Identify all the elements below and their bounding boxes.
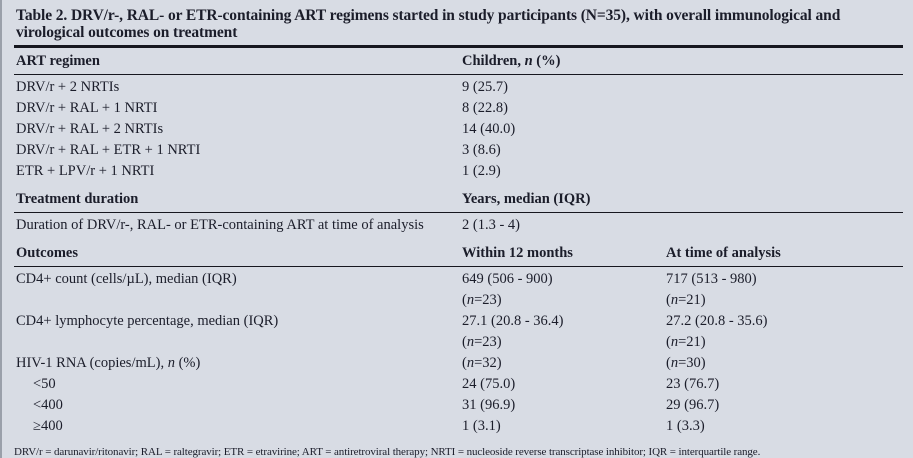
row-label: CD4+ count (cells/µL), median (IQR) bbox=[16, 271, 237, 287]
row-value-within: (n=23) bbox=[462, 334, 502, 350]
table-row: (n=23) (n=21) bbox=[14, 290, 903, 311]
table-footnote: DRV/r = darunavir/ritonavir; RAL = ralte… bbox=[14, 446, 761, 458]
row-label: <400 bbox=[33, 397, 63, 413]
section-header-duration: Treatment duration Years, median (IQR) bbox=[14, 182, 903, 213]
row-label bbox=[14, 290, 460, 311]
row-label: <50 bbox=[33, 376, 56, 392]
row-value-within: 27.1 (20.8 - 36.4) bbox=[462, 313, 564, 329]
row-label bbox=[14, 332, 460, 353]
row-label: DRV/r + 2 NRTIs bbox=[16, 79, 120, 95]
row-value-analysis: (n=21) bbox=[666, 292, 706, 308]
table-row: HIV-1 RNA (copies/mL), n (%) (n=32) (n=3… bbox=[14, 353, 903, 374]
column-header-at-time-of-analysis: At time of analysis bbox=[664, 236, 903, 267]
row-value-analysis: (n=21) bbox=[666, 334, 706, 350]
row-value-within: (n=23) bbox=[462, 292, 502, 308]
row-label: ETR + LPV/r + 1 NRTI bbox=[16, 163, 155, 179]
row-label: DRV/r + RAL + 2 NRTIs bbox=[16, 121, 164, 137]
row-value: 1 (2.9) bbox=[462, 163, 501, 179]
table-row: <50 24 (75.0) 23 (76.7) bbox=[14, 374, 903, 395]
table-row: CD4+ count (cells/µL), median (IQR) 649 … bbox=[14, 267, 903, 291]
row-blank bbox=[664, 75, 903, 99]
row-value-within: 31 (96.9) bbox=[462, 397, 516, 413]
table-row: (n=23) (n=21) bbox=[14, 332, 903, 353]
row-value-analysis: (n=30) bbox=[666, 355, 706, 371]
table-row: CD4+ lymphocyte percentage, median (IQR)… bbox=[14, 311, 903, 332]
row-label: DRV/r + RAL + 1 NRTI bbox=[16, 100, 158, 116]
row-label: HIV-1 RNA (copies/mL), n (%) bbox=[16, 355, 201, 371]
column-header-years-median: Years, median (IQR) bbox=[460, 182, 664, 213]
title-rule bbox=[14, 45, 903, 48]
table-row: ETR + LPV/r + 1 NRTI 1 (2.9) bbox=[14, 161, 903, 182]
row-value: 3 (8.6) bbox=[462, 142, 501, 158]
row-value: 8 (22.8) bbox=[462, 100, 508, 116]
row-value: 2 (1.3 - 4) bbox=[462, 217, 520, 233]
column-header-children-n: Children, n (%) bbox=[460, 48, 664, 75]
column-header-outcomes: Outcomes bbox=[14, 236, 460, 267]
row-value-within: 1 (3.1) bbox=[462, 418, 501, 434]
row-blank bbox=[664, 161, 903, 182]
table-row: Duration of DRV/r-, RAL- or ETR-containi… bbox=[14, 213, 903, 237]
row-value-analysis: 1 (3.3) bbox=[666, 418, 705, 434]
row-value-analysis: 29 (96.7) bbox=[666, 397, 720, 413]
table-row: <400 31 (96.9) 29 (96.7) bbox=[14, 395, 903, 416]
table-row: DRV/r + 2 NRTIs 9 (25.7) bbox=[14, 75, 903, 99]
table-row: DRV/r + RAL + 1 NRTI 8 (22.8) bbox=[14, 98, 903, 119]
table-row: DRV/r + RAL + ETR + 1 NRTI 3 (8.6) bbox=[14, 140, 903, 161]
row-value-within: (n=32) bbox=[462, 355, 502, 371]
row-label: ≥400 bbox=[33, 418, 63, 434]
row-label: Duration of DRV/r-, RAL- or ETR-containi… bbox=[16, 217, 424, 233]
section-header-regimen: ART regimen Children, n (%) bbox=[14, 48, 903, 75]
row-value: 14 (40.0) bbox=[462, 121, 516, 137]
row-value-within: 649 (506 - 900) bbox=[462, 271, 553, 287]
row-blank bbox=[664, 119, 903, 140]
column-header-blank bbox=[664, 182, 903, 213]
table-title: Table 2. DRV/r-, RAL- or ETR-containing … bbox=[16, 7, 841, 41]
row-label: CD4+ lymphocyte percentage, median (IQR) bbox=[16, 313, 279, 329]
column-header-art-regimen: ART regimen bbox=[14, 48, 460, 75]
table-row: DRV/r + RAL + 2 NRTIs 14 (40.0) bbox=[14, 119, 903, 140]
column-header-blank bbox=[664, 48, 903, 75]
summary-table: ART regimen Children, n (%) DRV/r + 2 NR… bbox=[14, 48, 903, 437]
row-value-analysis: 717 (513 - 980) bbox=[666, 271, 757, 287]
row-value-analysis: 27.2 (20.8 - 35.6) bbox=[666, 313, 768, 329]
column-header-treatment-duration: Treatment duration bbox=[14, 182, 460, 213]
row-value: 9 (25.7) bbox=[462, 79, 508, 95]
row-blank bbox=[664, 98, 903, 119]
row-label: DRV/r + RAL + ETR + 1 NRTI bbox=[16, 142, 201, 158]
column-header-within-12-months: Within 12 months bbox=[460, 236, 664, 267]
section-header-outcomes: Outcomes Within 12 months At time of ana… bbox=[14, 236, 903, 267]
row-value-analysis: 23 (76.7) bbox=[666, 376, 720, 392]
row-value-within: 24 (75.0) bbox=[462, 376, 516, 392]
row-blank bbox=[664, 140, 903, 161]
table-row: ≥400 1 (3.1) 1 (3.3) bbox=[14, 416, 903, 437]
row-blank bbox=[664, 213, 903, 237]
